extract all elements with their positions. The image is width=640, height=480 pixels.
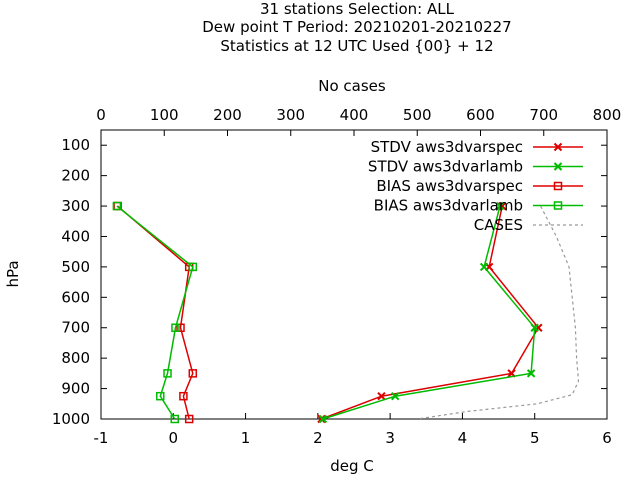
x2-tick-label: 600 [466,106,495,124]
x2-tick-label: 0 [96,106,106,124]
y-tick-label: 1000 [52,410,90,428]
y-tick-label: 300 [61,197,90,215]
y-tick-label: 800 [61,349,90,367]
y-tick-label: 500 [61,258,90,276]
series-1-point [377,391,386,401]
series-2-point [479,262,489,272]
series-1-point-stroke [317,414,326,424]
legend-marker-2-stroke [553,162,563,171]
x-axis-label: deg C [330,457,374,475]
series-1-point [317,414,326,424]
x2-tick-label: 300 [276,106,305,124]
series-4-point [112,201,122,211]
series-1-point-stroke [507,369,516,378]
series-2-point-stroke [318,414,328,424]
x2-tick-label: 500 [403,106,432,124]
x2-tick-label: 200 [213,106,242,124]
series-2-point-stroke [530,323,539,332]
series-line-1 [321,205,540,420]
series-4-point [188,262,198,272]
legend-marker-1-stroke [553,142,563,152]
legend-label-1: STDV aws3dvarspec [371,138,523,156]
series-3-point [188,369,198,378]
legend-marker-2 [553,162,563,171]
x2-tick-label: 100 [150,106,179,124]
series-line-3 [117,205,194,420]
y-tick-label: 200 [61,167,90,185]
series-1-point-stroke [377,391,386,401]
x-tick-label: 4 [458,429,468,447]
y-tick-label: 700 [61,319,90,337]
x-tick-label: 2 [313,429,323,447]
series-2-point-stroke [479,262,489,272]
x-tick-label: 6 [602,429,612,447]
x-tick-label: 1 [241,429,251,447]
series-4-point [156,391,165,401]
y-tick-label: 600 [61,288,90,306]
x-tick-label: -1 [94,429,109,447]
data-series [112,201,580,424]
axis-ticks: -1 0 1 2 3 4 5 6 0 100 200 300 400 500 600 700 800 100 200… [52,106,622,447]
y-axis-label: hPa [4,260,22,287]
x2-axis-label: No cases [318,77,386,95]
title-line-2: Dew point T Period: 20210201-20210227 [202,18,511,36]
series-4-point [171,323,180,332]
y-tick-label: 900 [61,380,90,398]
x2-tick-label: 400 [340,106,369,124]
series-3-point [179,391,188,401]
series-line-5 [417,205,580,420]
x-tick-label: 3 [385,429,395,447]
x-tick-label: 0 [169,429,179,447]
legend-label-3: BIAS aws3dvarspec [376,177,523,195]
plot-frame [100,129,608,420]
series-3-point [184,414,194,424]
legend-label-5: CASES [474,216,523,234]
legend-marker-4 [553,201,563,210]
x-tick-label: 5 [530,429,540,447]
legend-marker-1 [553,142,563,152]
series-2-point [526,369,536,378]
series-2-point-stroke [526,369,536,378]
legend-label-4: BIAS aws3dvarlamb [374,197,523,215]
legend-label-2: STDV aws3dvarlamb [368,158,523,176]
x2-tick-label: 800 [593,106,622,124]
y-tick-label: 100 [61,136,90,154]
y-tick-label: 400 [61,227,90,245]
series-2-point-stroke [495,201,505,211]
chart-title: 31 stations Selection: ALL Dew point T P… [202,0,511,55]
series-3-point [176,323,185,332]
series-4-point [163,369,172,378]
series-2-point [390,391,400,401]
x2-tick-label: 700 [529,106,558,124]
series-line-2 [322,205,536,420]
legend-marker-3 [553,181,563,191]
title-line-3: Statistics at 12 UTC Used {00} + 12 [220,37,493,55]
series-2-point [530,323,539,332]
title-line-1: 31 stations Selection: ALL [260,0,455,18]
series-2-point [318,414,328,424]
series-2-point [495,201,505,211]
series-4-point [170,414,179,424]
series-2-point-stroke [390,391,400,401]
